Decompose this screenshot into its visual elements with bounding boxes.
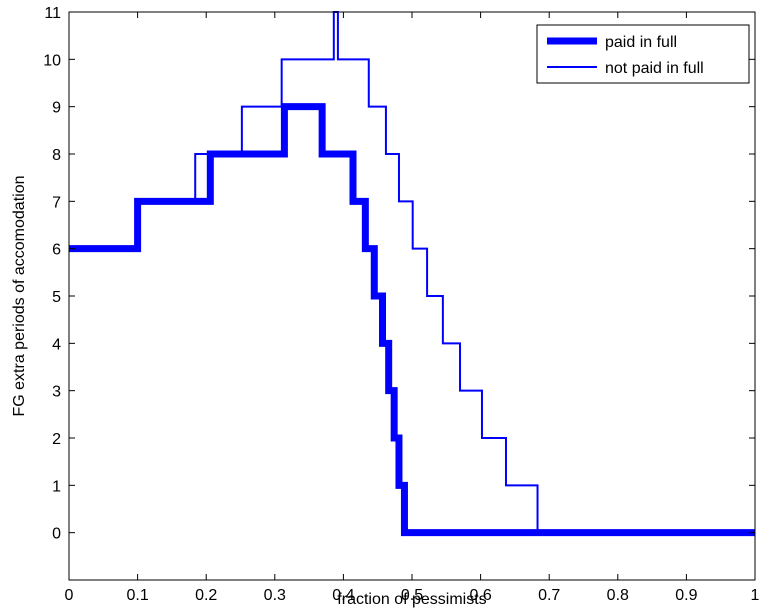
y-axis-label: FG extra periods of accomodation [11, 175, 28, 416]
y-tick-label: 2 [52, 431, 61, 448]
legend: paid in full not paid in full [536, 24, 750, 84]
x-tick-label: 0.7 [538, 587, 560, 604]
x-tick-label: 0.2 [195, 587, 217, 604]
x-tick-label: 0.1 [126, 587, 148, 604]
x-tick-label: 1 [751, 587, 760, 604]
y-tick-label: 8 [52, 147, 61, 164]
x-axis-label: fraction of pessimists [337, 591, 486, 608]
x-axis-ticks: 0 0.1 0.2 0.3 0.4 0.5 0.6 0.7 0.8 0.9 1 [65, 12, 760, 604]
x-tick-label: 0 [65, 587, 74, 604]
y-tick-label: 6 [52, 242, 61, 259]
legend-box [536, 24, 750, 84]
y-tick-label: 3 [52, 384, 61, 401]
y-tick-label: 4 [52, 336, 61, 353]
legend-label-paid-in-full: paid in full [605, 34, 677, 51]
x-tick-label: 0.6 [469, 587, 491, 604]
y-tick-label: 11 [44, 5, 61, 22]
x-tick-label: 0.5 [401, 587, 423, 604]
y-tick-label: 5 [52, 289, 61, 306]
x-tick-label: 0.4 [332, 587, 354, 604]
x-tick-label: 0.3 [264, 587, 286, 604]
series-line-not-paid-in-full [69, 11, 755, 534]
y-tick-label: 0 [52, 526, 61, 543]
y-tick-label: 10 [43, 52, 61, 69]
y-tick-label: 7 [52, 194, 61, 211]
plot-background [69, 12, 755, 580]
y-axis-ticks: 0 1 2 3 4 5 6 7 8 9 10 11 [43, 5, 755, 543]
legend-label-not-paid-in-full: not paid in full [605, 60, 704, 77]
y-tick-label: 1 [52, 478, 61, 495]
x-tick-label: 0.9 [675, 587, 697, 604]
y-tick-label: 9 [52, 100, 61, 117]
series-layer [69, 11, 755, 537]
x-tick-label: 0.8 [607, 587, 629, 604]
series-line-paid-in-full [69, 103, 755, 537]
